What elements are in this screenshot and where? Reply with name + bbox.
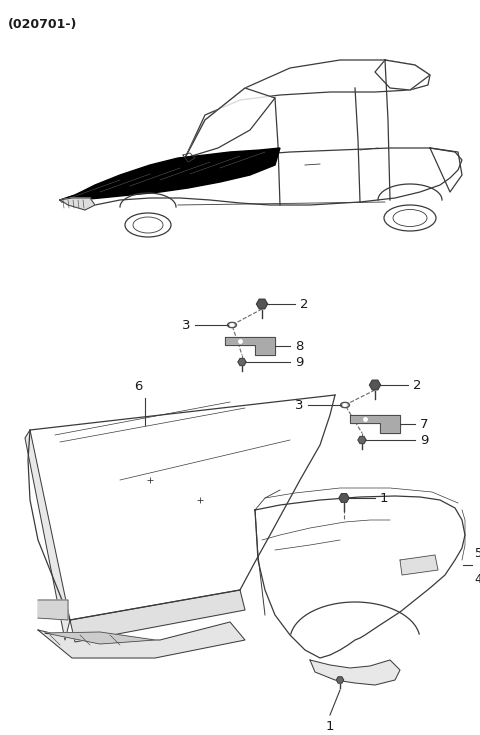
Polygon shape: [70, 590, 245, 642]
Polygon shape: [339, 494, 349, 502]
Text: 7: 7: [420, 417, 429, 431]
Polygon shape: [60, 148, 280, 202]
Polygon shape: [25, 430, 70, 640]
Text: 9: 9: [295, 356, 303, 368]
Ellipse shape: [228, 323, 237, 328]
Polygon shape: [358, 437, 366, 443]
Text: 1: 1: [380, 492, 388, 504]
Text: 2: 2: [413, 379, 421, 392]
Ellipse shape: [393, 209, 427, 226]
Text: 6: 6: [134, 380, 142, 393]
Polygon shape: [370, 380, 381, 390]
Ellipse shape: [125, 213, 171, 237]
Text: 8: 8: [295, 340, 303, 353]
Polygon shape: [225, 337, 275, 355]
Polygon shape: [185, 60, 430, 158]
Polygon shape: [60, 198, 95, 210]
Polygon shape: [255, 496, 465, 658]
Ellipse shape: [384, 205, 436, 231]
Ellipse shape: [340, 402, 349, 408]
Polygon shape: [238, 359, 246, 365]
Polygon shape: [38, 600, 68, 620]
Text: 3: 3: [295, 398, 303, 412]
Polygon shape: [310, 660, 400, 685]
Ellipse shape: [343, 404, 347, 406]
Ellipse shape: [230, 323, 234, 326]
Text: 3: 3: [181, 318, 190, 331]
Polygon shape: [38, 622, 245, 658]
Polygon shape: [375, 60, 430, 90]
Polygon shape: [256, 299, 267, 309]
Text: 4(LH): 4(LH): [474, 573, 480, 586]
Polygon shape: [45, 632, 155, 644]
Ellipse shape: [133, 217, 163, 233]
Text: 2: 2: [300, 298, 309, 310]
Polygon shape: [185, 88, 275, 158]
Polygon shape: [28, 395, 335, 620]
Polygon shape: [336, 677, 344, 683]
Text: 5(RH): 5(RH): [474, 547, 480, 560]
Text: (020701-): (020701-): [8, 18, 77, 31]
Polygon shape: [350, 415, 400, 433]
Polygon shape: [400, 555, 438, 575]
Text: 1: 1: [326, 720, 334, 733]
Text: 9: 9: [420, 434, 428, 446]
